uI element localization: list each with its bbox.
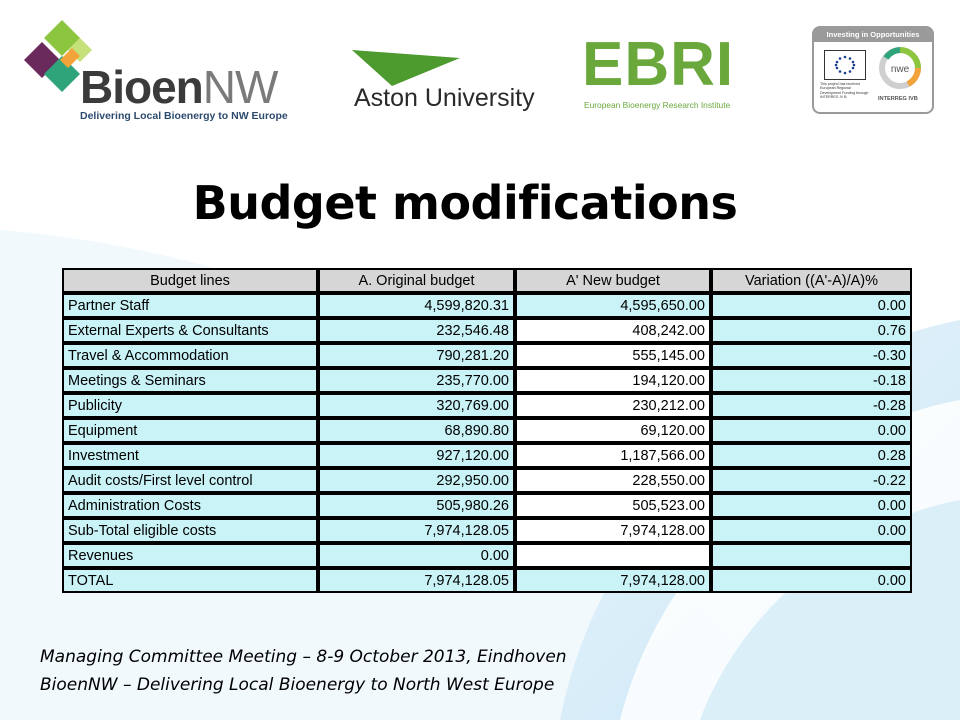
new-budget-cell: 1,187,566.00	[515, 443, 711, 468]
original-budget-cell: 232,546.48	[318, 318, 515, 343]
column-header-original-budget: A. Original budget	[318, 268, 515, 293]
aston-triangle-icon	[352, 50, 460, 86]
table-row: Audit costs/First level control 292,950.0…	[62, 468, 912, 493]
aston-university-logo: Aston University	[352, 48, 542, 118]
footer-meeting-line: Managing Committee Meeting – 8-9 October…	[40, 647, 567, 667]
table-row: Meetings & Seminars 235,770.00 194,120.00-…	[62, 368, 912, 393]
aston-wordmark: Aston University	[354, 84, 535, 112]
bioennw-diamond-icon	[24, 20, 92, 92]
variation-cell: 0.28	[711, 443, 912, 468]
variation-cell: -0.30	[711, 343, 912, 368]
original-budget-cell: 505,980.26	[318, 493, 515, 518]
table-row: Sub-Total eligible costs 7,974,128.05 7,97…	[62, 518, 912, 543]
original-budget-cell: 292,950.00	[318, 468, 515, 493]
budget-line-cell: Investment	[62, 443, 318, 468]
table-row: Equipment 68,890.80 69,120.00 0.00	[62, 418, 912, 443]
budget-table: Budget lines A. Original budget A' New b…	[62, 268, 912, 593]
new-budget-cell: 7,974,128.00	[515, 518, 711, 543]
budget-line-cell: Revenues	[62, 543, 318, 568]
nwe-ring-icon: nwe	[879, 47, 921, 89]
eu-flag-icon	[824, 50, 866, 80]
original-budget-cell: 7,974,128.05	[318, 568, 515, 593]
new-budget-cell: 69,120.00	[515, 418, 711, 443]
new-budget-cell: 194,120.00	[515, 368, 711, 393]
original-budget-cell: 790,281.20	[318, 343, 515, 368]
table-row: TOTAL 7,974,128.05 7,974,128.00 0.00	[62, 568, 912, 593]
variation-cell	[711, 543, 912, 568]
bioennw-tagline: Delivering Local Bioenergy to NW Europe	[80, 110, 288, 122]
variation-cell: 0.00	[711, 493, 912, 518]
table-header-row: Budget lines A. Original budget A' New b…	[62, 268, 912, 293]
footer: Managing Committee Meeting – 8-9 October…	[40, 643, 567, 699]
new-budget-cell: 230,212.00	[515, 393, 711, 418]
table-body: Partner Staff 4,599,820.31 4,595,650.00 0.0…	[62, 293, 912, 593]
table-row: Administration Costs 505,980.26 505,523.00…	[62, 493, 912, 518]
original-budget-cell: 0.00	[318, 543, 515, 568]
original-budget-cell: 320,769.00	[318, 393, 515, 418]
ebri-subtitle: European Bioenergy Research Institute	[584, 100, 731, 110]
column-header-budget-lines: Budget lines	[62, 268, 318, 293]
budget-line-cell: Partner Staff	[62, 293, 318, 318]
new-budget-cell: 7,974,128.00	[515, 568, 711, 593]
table-row: Revenues 0.00	[62, 543, 912, 568]
footer-project-line: BioenNW – Delivering Local Bioenergy to …	[40, 675, 555, 695]
original-budget-cell: 68,890.80	[318, 418, 515, 443]
original-budget-cell: 927,120.00	[318, 443, 515, 468]
new-budget-cell: 555,145.00	[515, 343, 711, 368]
budget-line-cell: Travel & Accommodation	[62, 343, 318, 368]
logo-bar: BioenNW Delivering Local Bioenergy to NW…	[0, 0, 960, 130]
budget-line-cell: Publicity	[62, 393, 318, 418]
bioennw-logo: BioenNW Delivering Local Bioenergy to NW…	[22, 16, 288, 126]
table-row: External Experts & Consultants 232,546.48…	[62, 318, 912, 343]
bioennw-wordmark: BioenNW	[80, 61, 278, 113]
budget-line-cell: External Experts & Consultants	[62, 318, 318, 343]
original-budget-cell: 7,974,128.05	[318, 518, 515, 543]
budget-line-cell: TOTAL	[62, 568, 318, 593]
new-budget-cell	[515, 543, 711, 568]
variation-cell: 0.00	[711, 568, 912, 593]
variation-cell: 0.00	[711, 418, 912, 443]
interreg-header: Investing in Opportunities	[814, 28, 932, 42]
ebri-wordmark: EBRI	[582, 30, 735, 99]
new-budget-cell: 408,242.00	[515, 318, 711, 343]
budget-line-cell: Meetings & Seminars	[62, 368, 318, 393]
nwe-label: nwe	[891, 64, 910, 75]
interreg-funding-note: This project has received European Regio…	[820, 82, 869, 100]
variation-cell: -0.18	[711, 368, 912, 393]
budget-line-cell: Administration Costs	[62, 493, 318, 518]
budget-line-cell: Sub-Total eligible costs	[62, 518, 318, 543]
interreg-logo: Investing in Opportunities This project …	[812, 26, 934, 114]
page-title: Budget modifications	[192, 176, 738, 230]
new-budget-cell: 4,595,650.00	[515, 293, 711, 318]
column-header-variation: Variation ((A'-A)/A)%	[711, 268, 912, 293]
table-row: Publicity 320,769.00 230,212.00 -0.28	[62, 393, 912, 418]
budget-line-cell: Audit costs/First level control	[62, 468, 318, 493]
variation-cell: 0.00	[711, 293, 912, 318]
interreg-footer: INTERREG IVB	[878, 96, 918, 102]
table-row: Travel & Accommodation 790,281.20 555,145.…	[62, 343, 912, 368]
variation-cell: 0.76	[711, 318, 912, 343]
budget-line-cell: Equipment	[62, 418, 318, 443]
new-budget-cell: 505,523.00	[515, 493, 711, 518]
variation-cell: 0.00	[711, 518, 912, 543]
ebri-logo: EBRI European Bioenergy Research Institu…	[582, 34, 742, 115]
original-budget-cell: 235,770.00	[318, 368, 515, 393]
column-header-new-budget: A' New budget	[515, 268, 711, 293]
table-row: Investment 927,120.00 1,187,566.00 0.28	[62, 443, 912, 468]
variation-cell: -0.22	[711, 468, 912, 493]
variation-cell: -0.28	[711, 393, 912, 418]
original-budget-cell: 4,599,820.31	[318, 293, 515, 318]
table-row: Partner Staff 4,599,820.31 4,595,650.00 0.0…	[62, 293, 912, 318]
new-budget-cell: 228,550.00	[515, 468, 711, 493]
